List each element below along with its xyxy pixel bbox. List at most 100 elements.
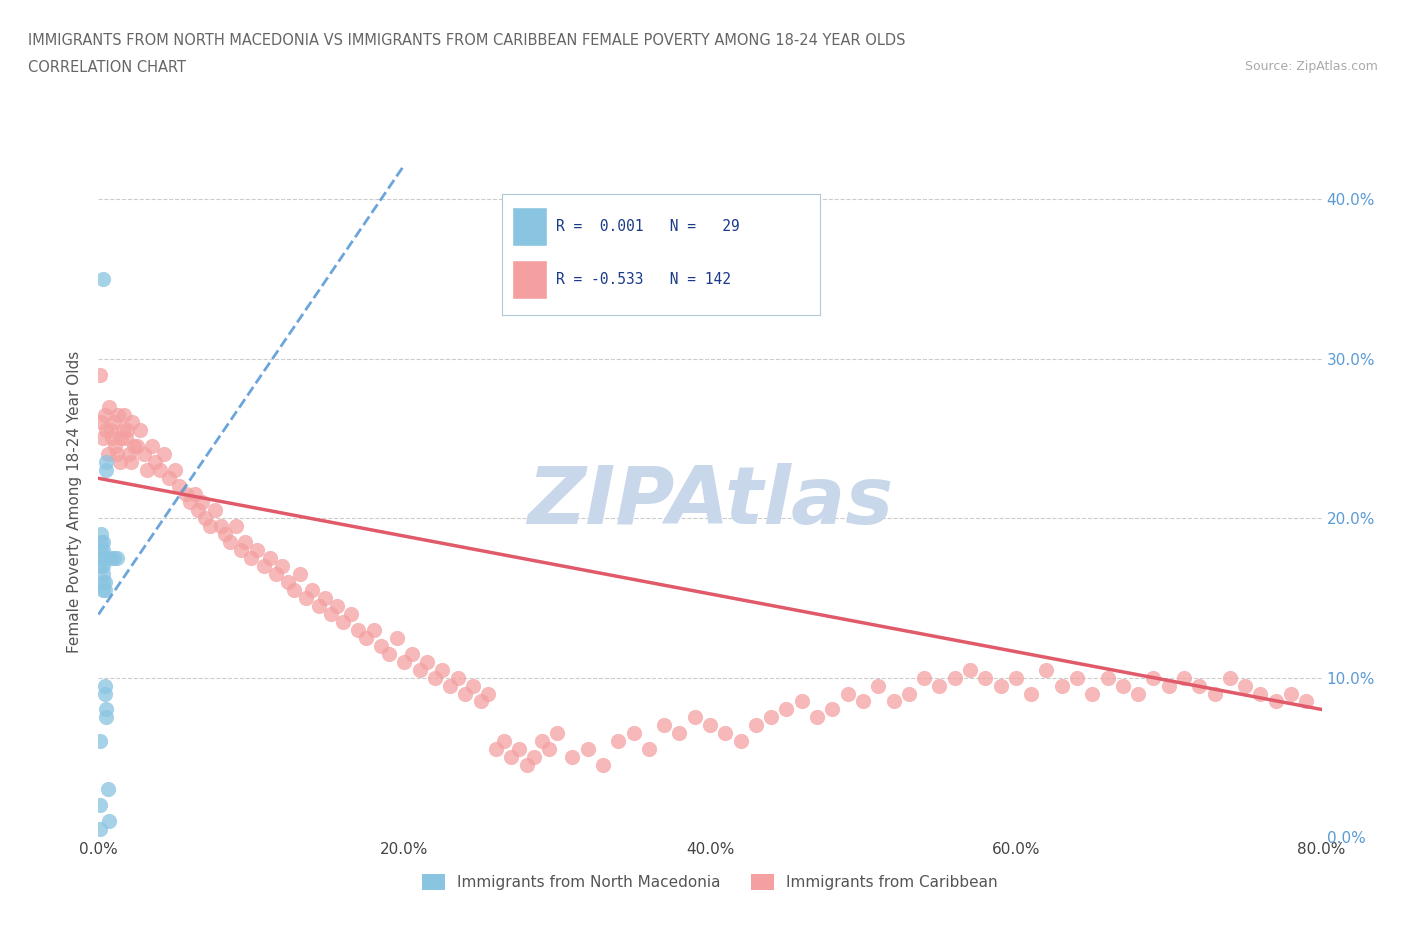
Point <box>432 662 454 677</box>
Point <box>270 559 292 574</box>
Point <box>501 750 523 764</box>
Point <box>117 423 139 438</box>
Point <box>115 431 138 445</box>
Point <box>105 551 128 565</box>
Point <box>821 702 844 717</box>
Legend: Immigrants from North Macedonia, Immigrants from Caribbean: Immigrants from North Macedonia, Immigra… <box>416 868 1004 897</box>
Point <box>623 726 645 741</box>
Point <box>122 439 145 454</box>
Point <box>93 678 115 693</box>
Point <box>98 814 121 829</box>
Point <box>1295 694 1317 709</box>
Point <box>240 551 263 565</box>
Point <box>370 638 392 653</box>
Point <box>153 447 176 462</box>
Point <box>699 718 721 733</box>
Point <box>516 758 538 773</box>
Point <box>1264 694 1286 709</box>
Point <box>759 710 782 724</box>
Point <box>219 535 242 550</box>
Text: Source: ZipAtlas.com: Source: ZipAtlas.com <box>1244 60 1378 73</box>
Point <box>897 686 920 701</box>
Point <box>1128 686 1150 701</box>
Point <box>1249 686 1271 701</box>
Point <box>295 591 318 605</box>
Point <box>301 582 323 597</box>
Point <box>233 535 256 550</box>
Point <box>319 606 342 621</box>
Point <box>974 671 997 685</box>
Point <box>354 631 377 645</box>
Point <box>1097 671 1119 685</box>
Point <box>91 272 114 286</box>
Text: ZIPAtlas: ZIPAtlas <box>527 463 893 541</box>
Point <box>100 423 122 438</box>
Point <box>1219 671 1241 685</box>
Point <box>1019 686 1042 701</box>
Point <box>339 606 361 621</box>
Point <box>546 726 568 741</box>
Point <box>149 463 172 478</box>
Point <box>576 742 599 757</box>
Point <box>790 694 813 709</box>
Point <box>1157 678 1180 693</box>
Point <box>93 407 115 422</box>
Point <box>97 447 120 462</box>
Point <box>143 455 166 470</box>
Point <box>277 575 299 590</box>
Point <box>745 718 768 733</box>
Text: IMMIGRANTS FROM NORTH MACEDONIA VS IMMIGRANTS FROM CARIBBEAN FEMALE POVERTY AMON: IMMIGRANTS FROM NORTH MACEDONIA VS IMMIG… <box>28 33 905 47</box>
Point <box>408 662 430 677</box>
Point <box>118 447 141 462</box>
Point <box>91 582 114 597</box>
Point <box>668 726 690 741</box>
Point <box>508 742 530 757</box>
Point <box>93 686 115 701</box>
Point <box>94 702 117 717</box>
Point <box>108 455 131 470</box>
Point <box>225 519 247 534</box>
Point <box>1112 678 1135 693</box>
Point <box>169 479 191 494</box>
Point <box>187 503 209 518</box>
Point <box>1050 678 1073 693</box>
Point <box>204 503 226 518</box>
Point <box>637 742 661 757</box>
Point <box>259 551 281 565</box>
Point <box>89 734 111 749</box>
Point <box>530 734 553 749</box>
Point <box>883 694 905 709</box>
Point <box>401 646 423 661</box>
Point <box>94 423 117 438</box>
Point <box>290 566 312 581</box>
Point <box>179 495 201 510</box>
Point <box>392 654 416 669</box>
Point <box>89 798 111 813</box>
Point <box>332 615 354 630</box>
Point <box>107 407 129 422</box>
Point <box>607 734 630 749</box>
Point <box>89 367 111 382</box>
Point <box>326 598 349 613</box>
Point <box>91 431 114 445</box>
Point <box>94 455 117 470</box>
Point <box>103 551 125 565</box>
Point <box>423 671 446 685</box>
Point <box>163 463 186 478</box>
Point <box>363 622 385 637</box>
Text: CORRELATION CHART: CORRELATION CHART <box>28 60 186 75</box>
Point <box>439 678 461 693</box>
Point <box>1004 671 1026 685</box>
Point <box>1035 662 1057 677</box>
Point <box>454 686 477 701</box>
Point <box>209 519 232 534</box>
Point <box>104 439 127 454</box>
Point <box>1204 686 1226 701</box>
Point <box>112 407 135 422</box>
Point <box>214 526 236 541</box>
Point <box>283 582 305 597</box>
Point <box>91 535 114 550</box>
Point <box>1142 671 1164 685</box>
Point <box>110 431 132 445</box>
Y-axis label: Female Poverty Among 18-24 Year Olds: Female Poverty Among 18-24 Year Olds <box>67 352 83 654</box>
